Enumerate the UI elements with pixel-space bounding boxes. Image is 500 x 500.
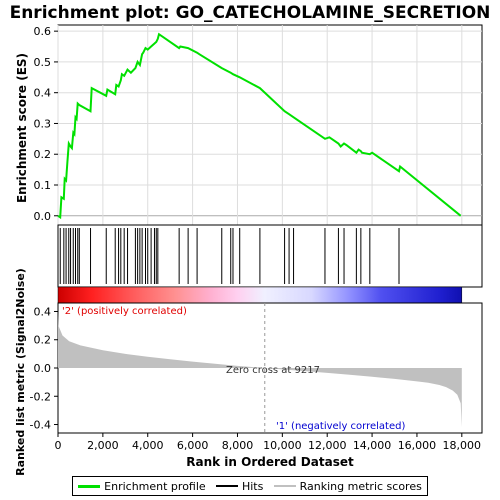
legend-label: Hits: [241, 479, 264, 493]
legend-item-enrichment: Enrichment profile: [78, 480, 206, 493]
legend-item-hits: Hits: [215, 479, 264, 493]
x-tick-label: 0: [55, 439, 62, 452]
metric-axis-label: Ranked list metric (Signal2Noise): [14, 268, 27, 476]
x-tick-label: 6,000: [177, 439, 209, 452]
x-tick-label: 4,000: [132, 439, 164, 452]
zero-cross-label: Zero cross at 9217: [226, 365, 320, 376]
ranking-metric-area: [58, 311, 462, 428]
es-tick-label: 0.6: [34, 25, 52, 38]
rank-color-bar: [57, 286, 463, 304]
es-tick-label: 0.4: [34, 87, 52, 100]
hits-panel-frame: [57, 224, 483, 288]
es-panel-frame: [57, 24, 483, 226]
metric-tick-label: 0.4: [34, 305, 52, 318]
metric-tick-label: -0.4: [30, 419, 51, 432]
es-panel: 0.0 0.1 0.2 0.3 0.4 0.5 0.6: [34, 24, 483, 226]
es-axis-label: Enrichment score (ES): [15, 53, 29, 203]
line-icon: [273, 485, 296, 487]
x-axis-label: Rank in Ordered Dataset: [186, 455, 354, 469]
es-tick-label: 0.3: [34, 117, 52, 130]
metric-tick-label: 0.2: [34, 334, 52, 347]
legend: Enrichment profile Hits Ranking metric s…: [72, 476, 428, 496]
metric-tick-label: -0.2: [30, 390, 51, 403]
es-tick-label: 0.2: [34, 148, 52, 161]
legend-label: Ranking metric scores: [299, 479, 422, 493]
negative-correlation-label: '1' (negatively correlated): [276, 421, 405, 432]
es-tick-label: 0.5: [34, 56, 52, 69]
es-tick-label: 0.0: [34, 210, 52, 223]
hits-panel: [57, 224, 483, 304]
legend-item-metric: Ranking metric scores: [273, 479, 422, 493]
x-tick-label: 8,000: [222, 439, 254, 452]
legend-label: Enrichment profile: [104, 479, 206, 493]
x-tick-label: 12,000: [308, 439, 347, 452]
metric-tick-label: 0.0: [34, 362, 52, 375]
enrichment-profile-line: [57, 32, 462, 220]
x-tick-label: 10,000: [263, 439, 302, 452]
x-tick-label: 2,000: [87, 439, 119, 452]
line-icon: [215, 485, 238, 487]
positive-correlation-label: '2' (positively correlated): [62, 306, 187, 317]
metric-panel: -0.4 -0.2 0.0 0.2 0.4 '2' (positively correl…: [30, 302, 483, 434]
chart-title: Enrichment plot: GO_CATECHOLAMINE_SECRET…: [10, 3, 491, 23]
x-tick-label: 18,000: [443, 439, 482, 452]
es-tick-label: 0.1: [34, 179, 52, 192]
line-icon: [78, 484, 101, 488]
x-tick-label: 16,000: [398, 439, 437, 452]
x-tick-label: 14,000: [353, 439, 392, 452]
